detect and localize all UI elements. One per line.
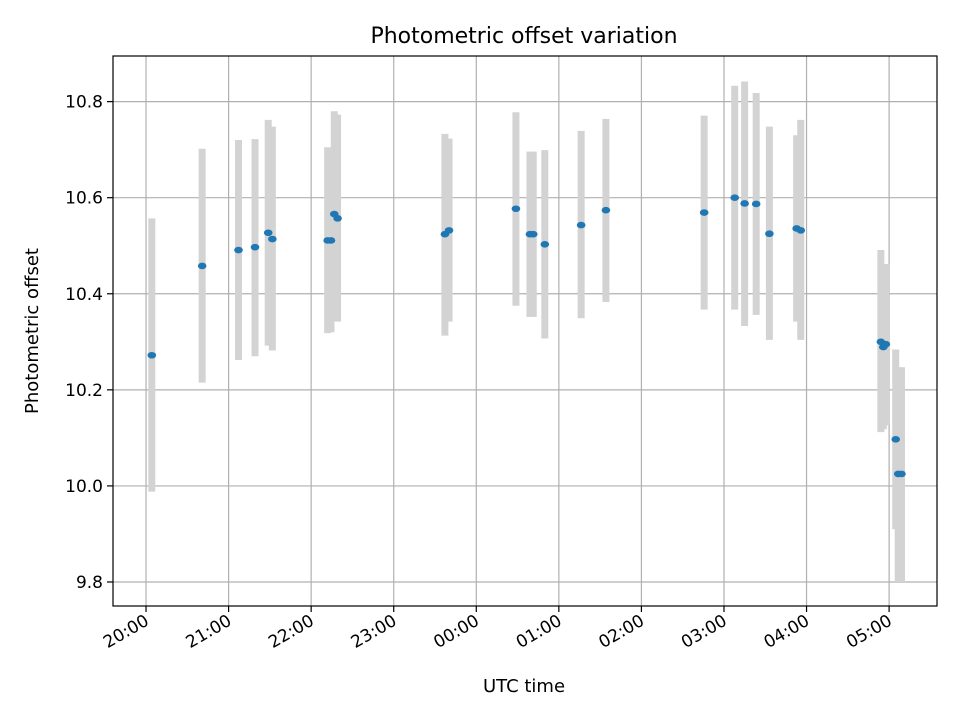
data-point [333,215,342,222]
data-point [528,230,538,238]
data-point [891,436,901,443]
data-point [250,243,260,251]
data-point [699,209,709,216]
data-points [147,194,906,478]
data-point [540,240,550,248]
y-tick-label: 10.4 [65,285,103,305]
data-point [197,262,207,270]
x-axis-label: UTC time [483,676,565,697]
data-point [576,221,586,229]
data-point [881,340,891,348]
y-tick-label: 10.8 [65,93,103,113]
data-point [511,205,521,213]
data-point [740,200,749,207]
data-point [601,206,611,214]
data-point [234,246,243,254]
y-axis-label: Photometric offset [22,248,43,414]
y-tick-label: 10.0 [65,477,103,497]
data-point [268,235,277,243]
plot-frame [112,55,938,607]
data-point [897,470,906,478]
data-point [263,229,273,237]
y-tick-label: 10.2 [65,381,103,401]
chart-title: Photometric offset variation [370,24,677,49]
x-axis-ticks: 20:00 21:00 22:00 23:00 00:00 01:00 02:00 03:00… [100,606,896,653]
y-axis-ticks: 9.8 10.0 10.2 10.4 10.6 10.8 [65,93,113,593]
data-point [751,200,761,208]
data-point [326,237,336,244]
data-point [730,194,740,202]
y-tick-label: 10.6 [65,189,103,209]
y-tick-label: 9.8 [76,573,103,593]
data-point [796,227,806,234]
data-point [765,230,774,238]
data-point [147,351,157,359]
data-point [444,227,454,234]
